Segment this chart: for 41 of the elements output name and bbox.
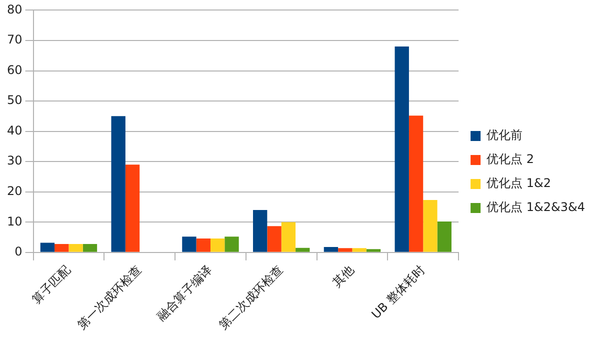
legend-label: 优化点 2 <box>486 152 534 166</box>
legend-label: 优化前 <box>486 128 523 142</box>
bar <box>366 249 381 252</box>
bar <box>182 236 196 252</box>
bar <box>267 226 282 252</box>
x-tick-label: UB 整体耗时 <box>368 262 428 322</box>
bar <box>125 164 140 252</box>
bar <box>437 222 452 252</box>
y-tick-label: 60 <box>6 62 22 77</box>
bar <box>352 248 366 252</box>
legend-label: 优化点 1&2&3&4 <box>486 200 586 214</box>
x-tick-label: 第一次成环检查 <box>74 262 144 332</box>
x-tick-label: 第二次成环检查 <box>216 262 286 332</box>
x-tick-label: 其他 <box>330 262 357 290</box>
bar <box>224 236 239 252</box>
bar <box>394 46 409 252</box>
bar <box>423 200 438 252</box>
y-tick-label: 50 <box>6 93 22 108</box>
y-tick-label: 70 <box>6 32 22 47</box>
y-tick-label: 10 <box>6 214 22 228</box>
bar <box>196 238 210 252</box>
legend-label: 优化点 1&2 <box>486 176 552 190</box>
bar <box>111 116 126 252</box>
bar <box>68 244 83 252</box>
bar <box>324 246 338 252</box>
y-tick-label: 40 <box>6 123 22 138</box>
bar <box>408 116 424 252</box>
bar <box>40 242 55 252</box>
y-tick-label: 30 <box>6 154 22 168</box>
y-tick-label: 20 <box>6 184 22 198</box>
bar <box>82 244 98 252</box>
bar <box>296 248 310 252</box>
x-tick-label: 算子匹配 <box>29 262 74 307</box>
y-tick-label: 0 <box>14 244 22 259</box>
bar <box>338 248 352 252</box>
bar <box>253 210 268 252</box>
x-tick-label: 融合算子编译 <box>154 262 215 324</box>
bar <box>210 238 225 252</box>
y-tick-label: 80 <box>6 2 22 16</box>
bar <box>54 244 69 252</box>
bar <box>281 222 296 252</box>
